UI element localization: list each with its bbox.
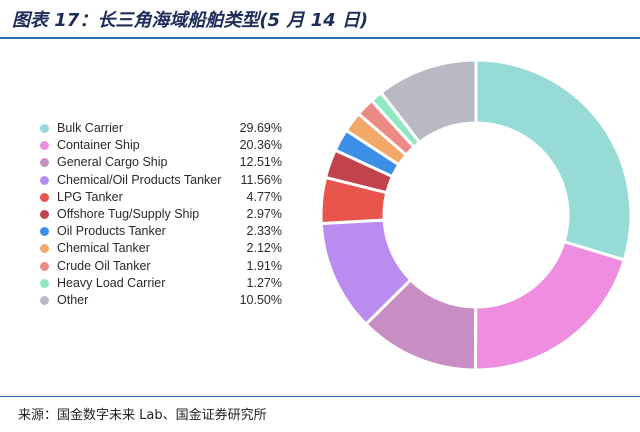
legend-item: Offshore Tug/Supply Ship 2.97% (40, 206, 290, 223)
legend-value: 29.69% (239, 121, 282, 135)
legend-swatch (40, 227, 49, 237)
chart-legend: Bulk Carrier 29.69% Container Ship 20.36% Ge… (40, 120, 290, 309)
donut-slice-bulk-carrier (474, 58, 633, 262)
legend-label: Bulk Carrier (57, 121, 123, 135)
source-divider (0, 396, 640, 397)
legend-value: 20.36% (239, 138, 282, 153)
donut-slice-container-ship (473, 239, 627, 372)
legend-value: 4.77% (246, 189, 282, 204)
donut-slice-other (378, 58, 478, 145)
legend-swatch (40, 278, 49, 288)
donut-chart (300, 30, 640, 390)
legend-item: Chemical/Oil Products Tanker 11.56% (40, 172, 290, 189)
legend-label: Other (57, 292, 89, 307)
legend-swatch (40, 158, 49, 168)
legend-item: General Cargo Ship 12.51% (40, 154, 290, 171)
legend-value: 2.12% (246, 241, 282, 256)
legend-label: Oil Products Tanker (57, 224, 166, 239)
legend-item: Crude Oil Tanker 1.91% (40, 258, 290, 275)
legend-label: Container Ship (57, 138, 140, 153)
legend-swatch (40, 192, 49, 202)
legend-item: Chemical Tanker 2.12% (40, 240, 290, 257)
legend-item: Container Ship 20.36% (40, 137, 290, 154)
title-divider (0, 37, 640, 39)
legend-label: Heavy Load Carrier (57, 275, 166, 290)
legend-swatch (40, 295, 49, 305)
legend-swatch (40, 175, 49, 185)
legend-label: Crude Oil Tanker (57, 258, 151, 273)
legend-item: Bulk Carrier 29.69% (40, 120, 290, 137)
legend-value: 2.97% (246, 206, 282, 221)
legend-item: Oil Products Tanker 2.33% (40, 223, 290, 240)
legend-value: 1.27% (246, 275, 282, 290)
legend-item: Other 10.50% (40, 292, 290, 309)
legend-value: 1.91% (246, 258, 282, 273)
legend-swatch (40, 209, 49, 219)
page-title: 图表 17：长三角海域船舶类型(5 月 14 日) (12, 10, 369, 31)
legend-item: Heavy Load Carrier 1.27% (40, 275, 290, 292)
legend-label: Chemical Tanker (57, 241, 150, 256)
legend-value: 12.51% (239, 155, 282, 170)
donut-svg (319, 58, 633, 372)
legend-swatch (40, 244, 49, 254)
legend-label: LPG Tanker (57, 189, 123, 204)
legend-swatch (40, 124, 49, 133)
legend-value: 2.33% (246, 224, 282, 239)
source-note: 来源：国金数字未来 Lab、国金证券研究所 (18, 408, 267, 423)
legend-value: 10.50% (239, 292, 282, 307)
legend-swatch (40, 261, 49, 271)
legend-label: Chemical/Oil Products Tanker (57, 172, 222, 187)
legend-item: LPG Tanker 4.77% (40, 189, 290, 206)
legend-swatch (40, 141, 49, 151)
legend-label: Offshore Tug/Supply Ship (57, 206, 200, 221)
legend-value: 11.56% (240, 172, 282, 187)
legend-label: General Cargo Ship (57, 155, 168, 170)
